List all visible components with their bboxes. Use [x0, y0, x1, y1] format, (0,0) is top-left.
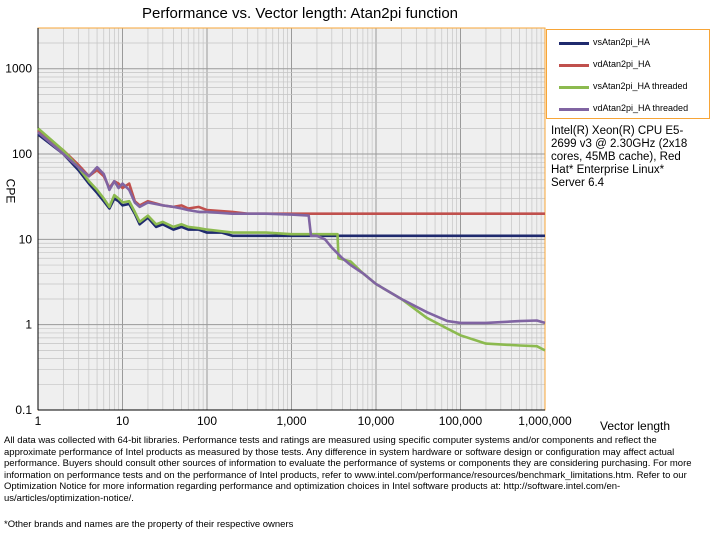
x-tick-label: 10,000	[358, 414, 395, 428]
series-line-vsatan2pi_ha-threaded	[37, 127, 546, 352]
x-tick-label: 1,000	[276, 414, 306, 428]
x-tick-label: 1,000,000	[518, 414, 572, 428]
x-tick-label: 10	[116, 414, 130, 428]
legend-label: vdAtan2pi_HA	[593, 59, 651, 69]
legend-swatch	[559, 108, 589, 111]
y-tick-label: 0.1	[15, 403, 32, 417]
series-line-vsatan2pi_ha	[37, 133, 545, 238]
x-tick-label: 100	[197, 414, 217, 428]
series-line-vdatan2pi_ha-threaded	[37, 131, 546, 325]
y-tick-label: 1	[25, 318, 32, 332]
legend-label: vsAtan2pi_HA	[593, 37, 651, 47]
cpu-note: Intel(R) Xeon(R) CPU E5-2699 v3 @ 2.30GH…	[551, 125, 688, 189]
x-axis-label: Vector length	[600, 419, 671, 433]
x-tick-label: 100,000	[439, 414, 483, 428]
footnote-text: *Other brands and names are the property…	[4, 519, 294, 530]
chart-title: Performance vs. Vector length: Atan2pi f…	[141, 5, 459, 22]
x-tick-label: 1	[35, 414, 42, 428]
y-axis-label: CPE	[3, 178, 18, 204]
legend-swatch	[559, 42, 589, 45]
y-tick-label: 1000	[5, 62, 32, 76]
legend-label: vdAtan2pi_HA threaded	[593, 103, 689, 113]
legend: vsAtan2pi_HA vdAtan2pi_HA vsAtan2pi_HA thr…	[546, 29, 710, 119]
y-tick-label: 100	[12, 147, 32, 161]
y-tick-label: 10	[19, 232, 33, 246]
legend-swatch	[559, 86, 589, 89]
legend-label: vsAtan2pi_HA threaded	[593, 81, 688, 91]
legend-swatch	[559, 64, 589, 67]
disclaimer-text: All data was collected with 64-bit libra…	[4, 435, 692, 504]
